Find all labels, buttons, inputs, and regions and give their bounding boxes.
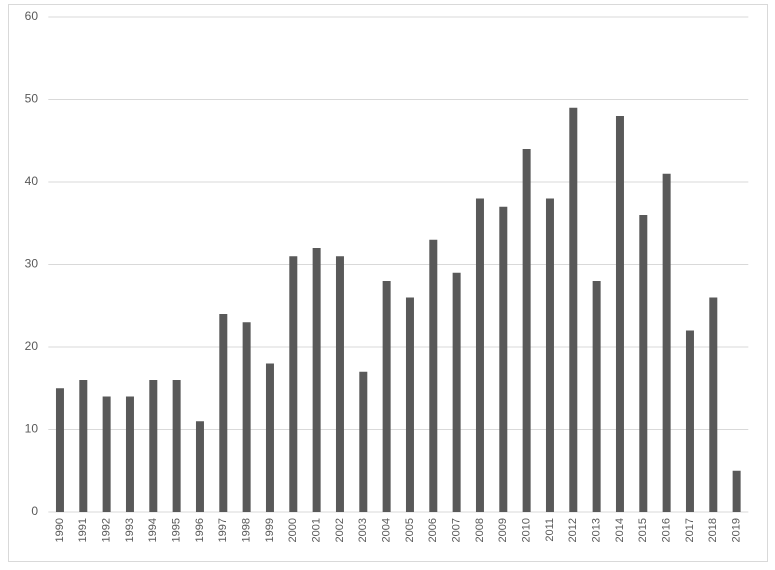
bar <box>79 380 88 512</box>
x-tick-label: 2002 <box>334 518 346 542</box>
x-tick-label: 1993 <box>124 518 136 542</box>
bar <box>405 297 414 512</box>
bar <box>662 173 671 512</box>
x-tick-label: 2009 <box>497 518 509 542</box>
x-tick-label: 2011 <box>544 518 556 542</box>
y-tick-label: 50 <box>25 92 39 106</box>
x-tick-label: 2000 <box>287 518 299 542</box>
x-tick-label: 2003 <box>357 518 369 542</box>
x-tick-label: 2015 <box>637 518 649 542</box>
x-tick-label: 1996 <box>194 518 206 542</box>
bar <box>522 149 531 512</box>
bar <box>125 396 134 512</box>
bar <box>639 215 648 512</box>
x-tick-label: 2019 <box>731 518 743 542</box>
bar <box>452 272 461 512</box>
x-tick-label: 1995 <box>171 518 183 542</box>
x-tick-label: 2008 <box>474 518 486 542</box>
x-tick-label: 2016 <box>661 518 673 542</box>
bar <box>359 371 368 512</box>
x-tick-label: 2012 <box>567 518 579 542</box>
y-tick-label: 20 <box>25 339 39 353</box>
y-tick-label: 40 <box>25 174 39 188</box>
bar <box>382 281 391 512</box>
y-tick-label: 0 <box>31 504 38 518</box>
x-tick-label: 1998 <box>241 518 253 542</box>
bar <box>102 396 111 512</box>
x-tick-label: 2018 <box>707 518 719 542</box>
bar <box>289 256 298 512</box>
bar <box>732 470 741 512</box>
bar <box>475 198 484 512</box>
bar <box>499 206 508 512</box>
bar <box>312 248 321 512</box>
bar <box>195 421 204 512</box>
y-tick-label: 10 <box>25 422 39 436</box>
bar <box>55 388 64 512</box>
x-tick-label: 2010 <box>521 518 533 542</box>
bar <box>545 198 554 512</box>
y-tick-label: 30 <box>25 257 39 271</box>
bar <box>685 330 694 512</box>
bar <box>335 256 344 512</box>
bar <box>265 363 274 512</box>
bar <box>709 297 718 512</box>
bar <box>242 322 251 512</box>
x-tick-label: 2005 <box>404 518 416 542</box>
x-tick-label: 2014 <box>614 518 626 542</box>
x-tick-label: 2017 <box>684 518 696 542</box>
y-tick-label: 60 <box>25 9 39 23</box>
x-tick-label: 2006 <box>427 518 439 542</box>
bar <box>569 107 578 512</box>
bar <box>429 239 438 512</box>
x-tick-label: 1990 <box>54 518 66 542</box>
bar <box>592 281 601 512</box>
x-tick-label: 1997 <box>217 518 229 542</box>
x-tick-label: 2001 <box>311 518 323 542</box>
bar <box>149 380 158 512</box>
x-tick-label: 1991 <box>77 518 89 542</box>
x-tick-label: 2007 <box>451 518 463 542</box>
bar <box>172 380 181 512</box>
x-tick-label: 2013 <box>591 518 603 542</box>
bar <box>615 116 624 512</box>
x-tick-label: 1999 <box>264 518 276 542</box>
x-tick-label: 2004 <box>381 518 393 542</box>
bar <box>219 314 228 512</box>
x-tick-label: 1992 <box>101 518 113 542</box>
x-tick-label: 1994 <box>147 518 159 542</box>
